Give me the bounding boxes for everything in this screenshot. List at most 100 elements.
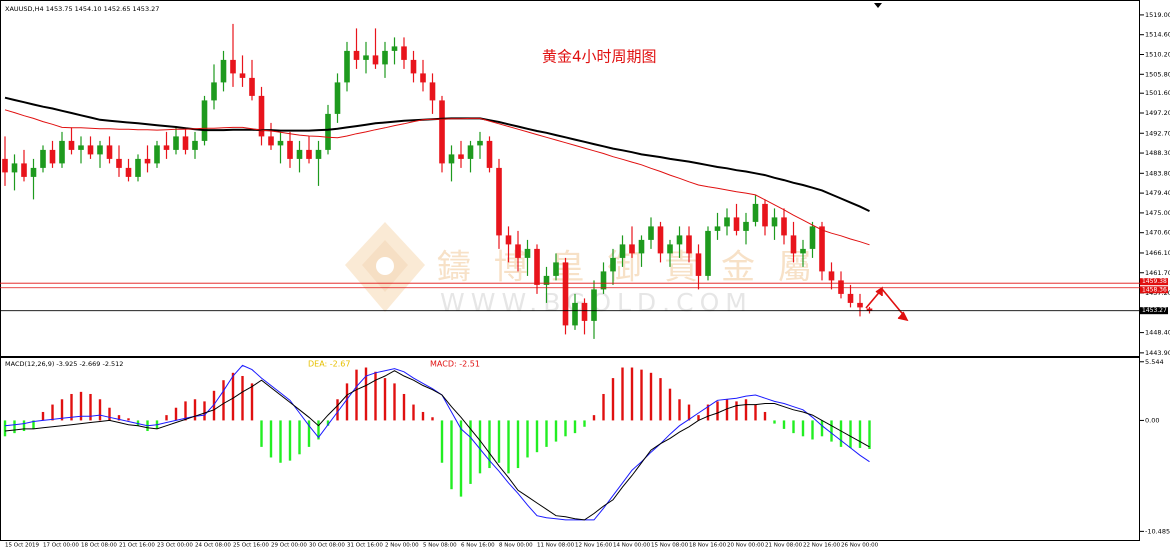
candle-body xyxy=(695,253,702,276)
macd-bar xyxy=(136,420,140,426)
macd-bar xyxy=(545,420,548,447)
macd-bar xyxy=(184,401,187,421)
candle-body xyxy=(448,154,455,164)
macd-bar xyxy=(621,367,624,421)
macd-bar xyxy=(668,388,672,421)
candle-body xyxy=(287,140,293,159)
candle-body xyxy=(154,145,160,164)
macd-bar xyxy=(298,420,301,455)
candle-body xyxy=(11,163,18,173)
macd-bar xyxy=(231,372,235,421)
macd-bar xyxy=(32,420,35,429)
macd-bar xyxy=(174,407,178,421)
candle-body xyxy=(201,100,208,141)
x-tick-label: 22 Nov 16:00 xyxy=(803,543,841,549)
candle-body xyxy=(353,50,360,60)
macd-bar xyxy=(687,404,691,421)
x-tick-label: 6 Nov 16:00 xyxy=(461,543,495,549)
y-tick-label: 1483.80 xyxy=(1145,169,1170,177)
x-tick-label: 31 Oct 16:00 xyxy=(347,543,383,549)
candle-body xyxy=(78,145,84,150)
level-label: 1458.36 xyxy=(1142,286,1167,293)
candle-body xyxy=(771,217,778,227)
macd-bar xyxy=(383,378,387,421)
macd-bar xyxy=(478,420,482,474)
x-tick-label: 2 Nov 00:00 xyxy=(385,543,419,549)
level-label-box xyxy=(1140,307,1168,315)
candle-body xyxy=(230,59,236,74)
macd-bar xyxy=(792,420,795,434)
y-tick-label: 1519.00 xyxy=(1145,11,1170,19)
candle-body xyxy=(515,244,521,258)
macd-bar xyxy=(41,411,45,421)
candle-body xyxy=(125,167,132,177)
macd-bar xyxy=(421,411,425,421)
chart-header: XAUUSD,H4 1453.75 1454.10 1452.65 1453.2… xyxy=(5,5,159,13)
x-tick-label: 17 Oct 00:00 xyxy=(43,543,79,549)
x-tick-label: 12 Nov 16:00 xyxy=(575,543,613,549)
candle-body xyxy=(781,217,787,236)
macd-bar xyxy=(611,378,615,421)
macd-bar xyxy=(22,420,26,432)
x-tick-label: 15 Oct 2019 xyxy=(5,543,40,549)
level-label-box xyxy=(1140,278,1168,286)
macd-bar xyxy=(412,404,415,421)
macd-bar xyxy=(317,420,320,440)
x-tick-label: 24 Oct 08:00 xyxy=(195,543,231,549)
candle-body xyxy=(59,140,65,164)
macd-bar xyxy=(203,401,206,421)
macd-bar xyxy=(326,420,330,426)
candle-body xyxy=(477,140,483,146)
macd-bar xyxy=(830,420,833,442)
candle-body xyxy=(790,235,797,254)
indicator-line xyxy=(4,109,870,246)
candle-body xyxy=(144,158,151,164)
x-tick-label: 25 Oct 16:00 xyxy=(233,543,269,549)
y-tick-label: 5.544 xyxy=(1145,358,1164,366)
macd-bar xyxy=(497,420,501,463)
y-tick-label: 1443.90 xyxy=(1145,349,1170,357)
candle-body xyxy=(420,73,426,83)
macd-bar xyxy=(649,372,653,421)
y-tick-label: 1475.00 xyxy=(1145,209,1170,217)
macd-bar xyxy=(782,420,786,429)
macd-bar xyxy=(839,420,843,447)
macd-bar xyxy=(3,420,7,437)
candle-body xyxy=(486,140,493,168)
x-tick-label: 30 Oct 08:00 xyxy=(309,543,345,549)
candle-body xyxy=(296,149,303,159)
candle-body xyxy=(268,136,274,146)
macd-bar xyxy=(640,369,643,421)
candle-body xyxy=(714,226,721,231)
candle-body xyxy=(249,77,255,96)
candle-body xyxy=(106,145,113,159)
candle-body xyxy=(40,149,46,168)
macd-bar xyxy=(364,367,368,421)
level-label-box xyxy=(1140,286,1168,294)
macd-label: MACD: -2.51 xyxy=(430,360,480,369)
candle-body xyxy=(87,145,94,155)
macd-bar xyxy=(602,393,605,421)
macd-bar xyxy=(402,393,406,421)
y-tick-label: 1497.20 xyxy=(1145,109,1170,117)
macd-bar xyxy=(725,399,729,421)
y-tick-label: 0.00 xyxy=(1145,416,1159,424)
macd-bar xyxy=(355,369,358,421)
candle-body xyxy=(30,167,37,177)
candle-body xyxy=(334,82,341,114)
candle-body xyxy=(657,226,664,254)
macd-bar xyxy=(849,420,852,448)
candle-body xyxy=(315,149,322,159)
macd-bar xyxy=(89,393,92,421)
macd-bar xyxy=(858,420,862,448)
x-tick-label: 15 Nov 08:00 xyxy=(651,543,689,549)
macd-bar xyxy=(79,391,83,421)
candle-body xyxy=(524,248,531,258)
candle-body xyxy=(600,271,607,290)
macd-bar xyxy=(526,420,529,458)
x-tick-label: 20 Nov 00:00 xyxy=(727,543,765,549)
macd-bar xyxy=(535,420,539,453)
x-tick-label: 18 Oct 08:00 xyxy=(81,543,117,549)
candle-body xyxy=(667,244,673,254)
candle-body xyxy=(733,217,740,231)
